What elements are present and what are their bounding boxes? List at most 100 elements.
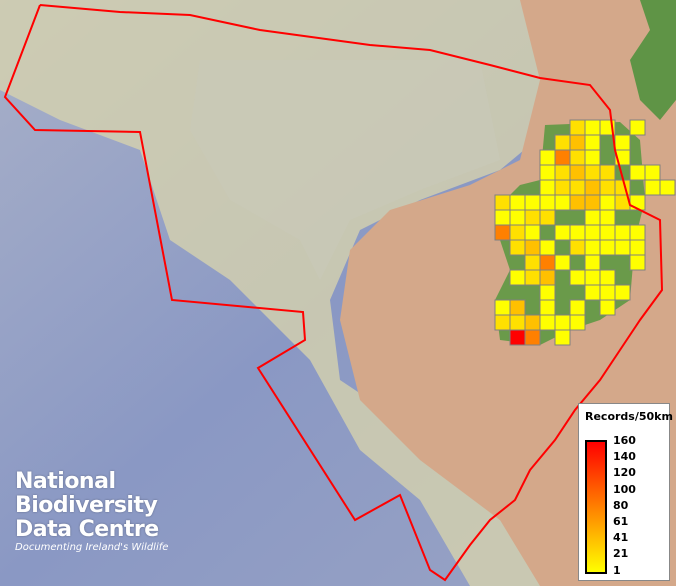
grid-cell[interactable] — [494, 224, 511, 241]
grid-cell[interactable] — [584, 164, 601, 181]
grid-cell[interactable] — [539, 269, 556, 286]
grid-cell[interactable] — [599, 194, 616, 211]
grid-cell[interactable] — [539, 209, 556, 226]
grid-cell[interactable] — [584, 209, 601, 226]
grid-cell[interactable] — [494, 299, 511, 316]
grid-cell[interactable] — [569, 269, 586, 286]
grid-cell[interactable] — [539, 299, 556, 316]
legend-label: 120 — [613, 466, 636, 480]
grid-cell[interactable] — [569, 164, 586, 181]
grid-cell[interactable] — [554, 254, 571, 271]
grid-cell[interactable] — [554, 149, 571, 166]
grid-cell[interactable] — [524, 254, 541, 271]
grid-cell[interactable] — [644, 179, 661, 196]
grid-cell[interactable] — [539, 254, 556, 271]
legend-color-ramp — [585, 440, 607, 574]
shelf-inner — [190, 60, 500, 280]
grid-cell[interactable] — [539, 314, 556, 331]
grid-cell[interactable] — [554, 224, 571, 241]
legend-label: 100 — [613, 482, 636, 496]
grid-cell[interactable] — [599, 284, 616, 301]
grid-cell[interactable] — [524, 314, 541, 331]
grid-cell[interactable] — [509, 314, 526, 331]
legend-label: 41 — [613, 531, 629, 545]
grid-cell[interactable] — [539, 239, 556, 256]
logo-line: Biodiversity — [15, 493, 158, 518]
grid-cell[interactable] — [539, 194, 556, 211]
grid-cell[interactable] — [569, 119, 586, 136]
grid-cell[interactable] — [539, 149, 556, 166]
grid-cell[interactable] — [509, 209, 526, 226]
boundary-line — [3, 4, 664, 582]
grid-cell[interactable] — [584, 179, 601, 196]
grid-cell[interactable] — [599, 299, 616, 316]
grid-cell[interactable] — [569, 149, 586, 166]
grid-cell[interactable] — [554, 314, 571, 331]
grid-cell[interactable] — [584, 269, 601, 286]
grid-cell[interactable] — [569, 239, 586, 256]
grid-cell[interactable] — [644, 164, 661, 181]
grid-cell[interactable] — [569, 194, 586, 211]
grid-cell[interactable] — [614, 284, 631, 301]
grid-cell[interactable] — [554, 179, 571, 196]
grid-cell[interactable] — [554, 329, 571, 346]
grid-cell[interactable] — [524, 239, 541, 256]
grid-cell[interactable] — [554, 164, 571, 181]
grid-cell[interactable] — [509, 224, 526, 241]
grid-cell[interactable] — [614, 239, 631, 256]
grid-cell[interactable] — [599, 209, 616, 226]
grid-cell[interactable] — [599, 179, 616, 196]
grid-cell[interactable] — [599, 164, 616, 181]
legend-label: 21 — [613, 547, 629, 561]
grid-cell[interactable] — [509, 329, 526, 346]
legend-label: 160 — [613, 434, 636, 447]
grid-cell[interactable] — [569, 134, 586, 151]
grid-cell[interactable] — [524, 209, 541, 226]
grid-cell[interactable] — [584, 239, 601, 256]
grid-cell[interactable] — [629, 224, 646, 241]
grid-cell[interactable] — [494, 209, 511, 226]
grid-cell[interactable] — [539, 284, 556, 301]
grid-cell[interactable] — [584, 134, 601, 151]
grid-cell[interactable] — [629, 254, 646, 271]
grid-cell[interactable] — [554, 194, 571, 211]
grid-cell[interactable] — [539, 179, 556, 196]
grid-cell[interactable] — [554, 134, 571, 151]
grid-cell[interactable] — [659, 179, 676, 196]
grid-cell[interactable] — [599, 224, 616, 241]
grid-cell[interactable] — [569, 179, 586, 196]
grid-cell[interactable] — [569, 224, 586, 241]
grid-cell[interactable] — [614, 224, 631, 241]
grid-cell[interactable] — [524, 194, 541, 211]
grid-cell[interactable] — [539, 164, 556, 181]
logo-line: National — [15, 469, 116, 494]
grid-cell[interactable] — [524, 224, 541, 241]
grid-cell[interactable] — [584, 254, 601, 271]
logo-line: Data Centre — [15, 517, 159, 542]
grid-cell[interactable] — [509, 239, 526, 256]
grid-cell[interactable] — [599, 239, 616, 256]
grid-cell[interactable] — [569, 314, 586, 331]
grid-cell[interactable] — [584, 149, 601, 166]
grid-cell[interactable] — [494, 194, 511, 211]
grid-cell[interactable] — [524, 269, 541, 286]
grid-cell[interactable] — [509, 269, 526, 286]
grid-cell[interactable] — [584, 194, 601, 211]
grid-cell[interactable] — [584, 284, 601, 301]
grid-cell[interactable] — [614, 134, 631, 151]
grid-cell[interactable] — [494, 314, 511, 331]
grid-cell[interactable] — [599, 269, 616, 286]
grid-cell[interactable] — [509, 299, 526, 316]
grid-cell[interactable] — [584, 119, 601, 136]
legend-label: 61 — [613, 515, 629, 528]
grid-cell[interactable] — [509, 194, 526, 211]
nbdc-logo: National Biodiversity Data Centre Docume… — [15, 469, 168, 554]
grid-cell[interactable] — [569, 299, 586, 316]
grid-cell[interactable] — [629, 239, 646, 256]
grid-cell[interactable] — [614, 179, 631, 196]
grid-cell[interactable] — [629, 164, 646, 181]
legend-title: Records/50km — [585, 410, 673, 423]
grid-cell[interactable] — [524, 329, 541, 346]
grid-cell[interactable] — [584, 224, 601, 241]
grid-cell[interactable] — [629, 119, 646, 136]
